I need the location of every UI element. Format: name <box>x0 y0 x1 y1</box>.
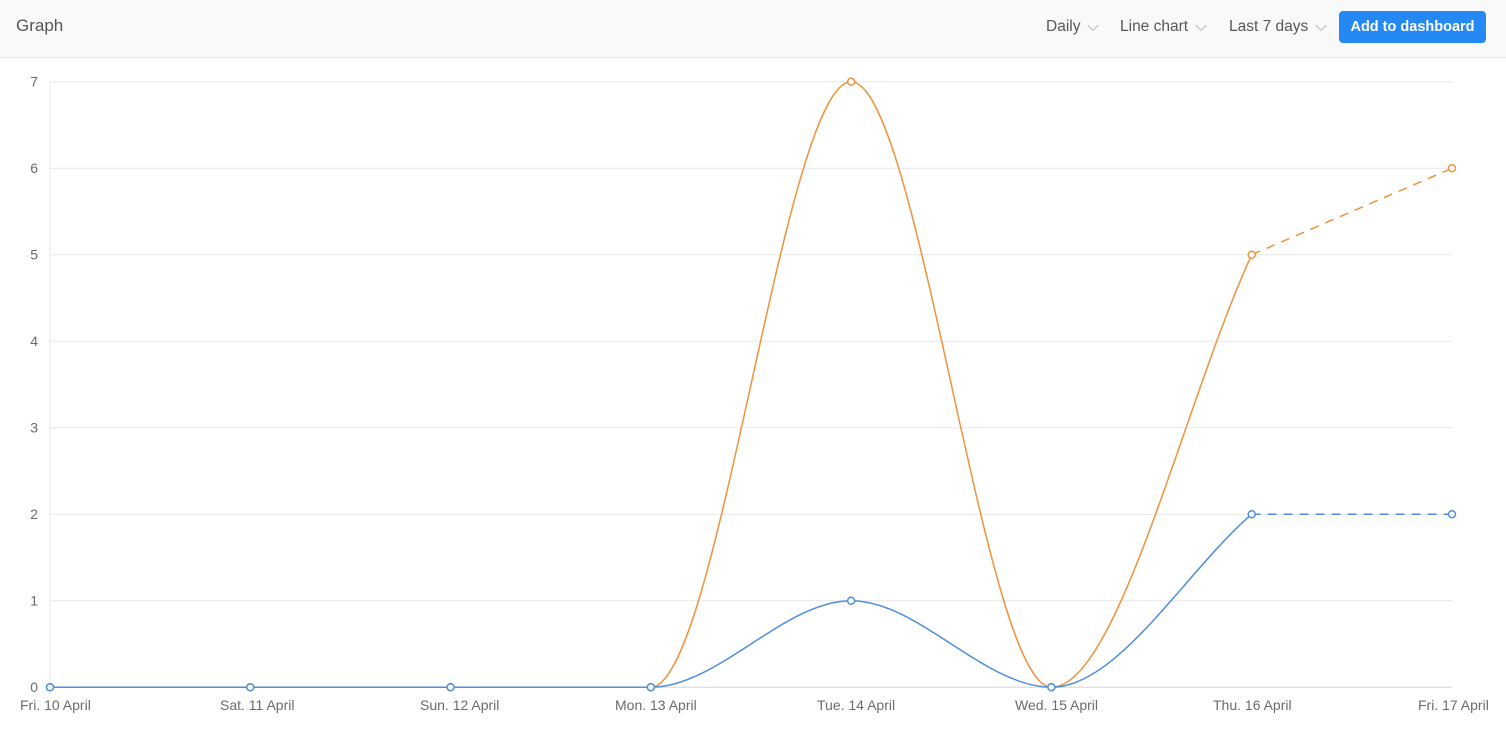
svg-text:Wed. 15 April: Wed. 15 April <box>1015 697 1098 713</box>
svg-text:7: 7 <box>30 74 38 90</box>
svg-text:1: 1 <box>30 593 38 609</box>
svg-text:Thu. 16 April: Thu. 16 April <box>1213 697 1292 713</box>
svg-text:Sat. 11 April: Sat. 11 April <box>220 697 294 713</box>
svg-text:Fri. 17 April: Fri. 17 April <box>1418 697 1489 713</box>
svg-text:Tue. 14 April: Tue. 14 April <box>817 697 895 713</box>
svg-text:Sun. 12 April: Sun. 12 April <box>420 697 499 713</box>
svg-text:Fri. 10 April: Fri. 10 April <box>20 697 91 713</box>
svg-text:5: 5 <box>30 247 38 263</box>
svg-text:Mon. 13 April: Mon. 13 April <box>615 697 697 713</box>
svg-text:6: 6 <box>30 160 38 176</box>
svg-text:4: 4 <box>30 333 38 349</box>
svg-text:0: 0 <box>30 679 38 695</box>
svg-text:3: 3 <box>30 420 38 436</box>
svg-text:2: 2 <box>30 506 38 522</box>
